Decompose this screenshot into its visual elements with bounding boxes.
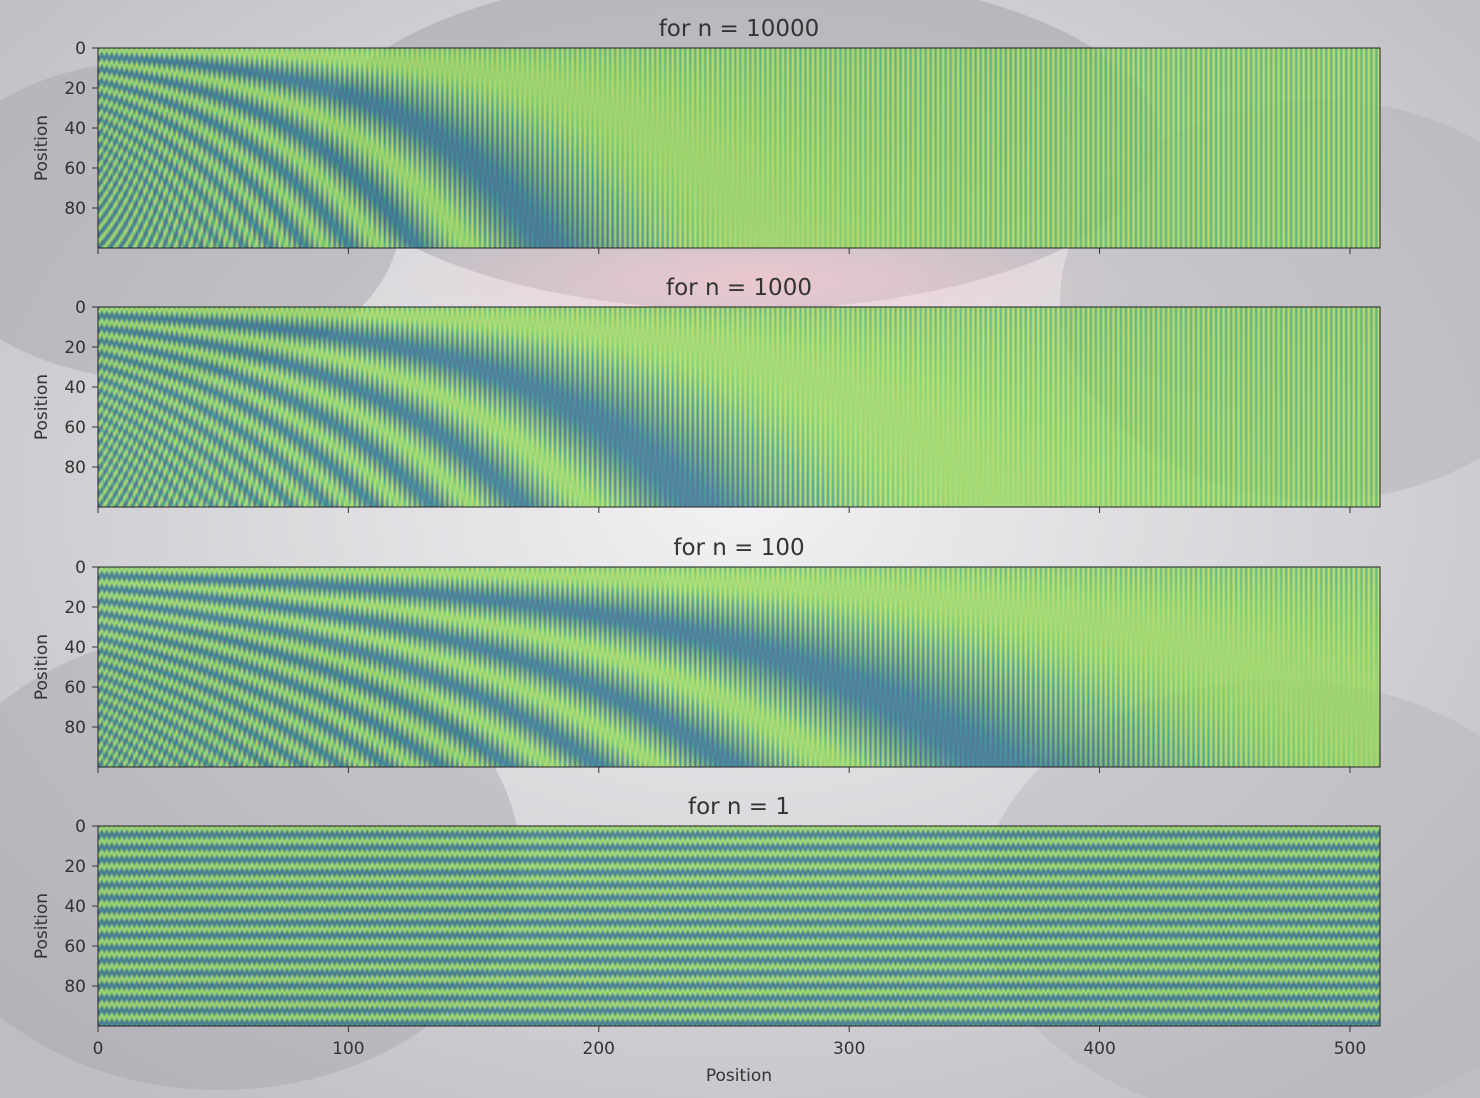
y-tick-label: 40	[64, 638, 86, 658]
subplot-n-10000: for n = 10000 0 20 40 60 80 Position	[32, 16, 1381, 254]
x-tick-label: 500	[1334, 1039, 1366, 1059]
heatmap-image	[98, 826, 1380, 1026]
subplot-n-1000: for n = 1000 0 20 40 60 80 Position	[32, 275, 1381, 513]
x-tick-label: 100	[332, 1039, 364, 1059]
axes-frame	[97, 566, 1381, 768]
y-tick-label: 40	[64, 119, 86, 139]
x-tick-label: 200	[583, 1039, 615, 1059]
subplot-title: for n = 100	[673, 535, 804, 561]
y-tick-label: 20	[64, 338, 86, 358]
axes-frame	[97, 825, 1381, 1027]
y-tick-label: 0	[75, 558, 86, 578]
y-axis-label: Position	[32, 893, 52, 959]
heatmap-image	[98, 307, 1380, 507]
heatmap-image	[98, 567, 1380, 767]
y-tick-label: 60	[64, 678, 86, 698]
y-tick-label: 0	[75, 39, 86, 59]
subplot-n-100: for n = 100 0 20 40 60 80 Position	[32, 535, 1381, 773]
x-tick-label: 0	[93, 1039, 104, 1059]
y-tick-label: 20	[64, 79, 86, 99]
x-axis-label: Position	[706, 1066, 772, 1086]
subplot-title: for n = 10000	[659, 16, 820, 42]
subplot-n-1: for n = 1 0 20 40 60 80 0 100 200 300 400 500 Positi…	[32, 794, 1381, 1086]
y-tick-label: 40	[64, 897, 86, 917]
y-axis-label: Position	[32, 374, 52, 440]
x-tick-label: 300	[833, 1039, 865, 1059]
subplot-title: for n = 1000	[666, 275, 812, 301]
y-tick-label: 0	[75, 298, 86, 318]
y-tick-label: 80	[64, 977, 86, 997]
y-tick-label: 80	[64, 458, 86, 478]
heatmap-image	[98, 48, 1380, 248]
y-tick-label: 0	[75, 817, 86, 837]
y-tick-label: 20	[64, 598, 86, 618]
y-axis-label: Position	[32, 634, 52, 700]
y-tick-label: 80	[64, 718, 86, 738]
y-tick-label: 80	[64, 199, 86, 219]
y-tick-label: 60	[64, 159, 86, 179]
x-tick-label: 400	[1083, 1039, 1115, 1059]
y-axis-label: Position	[32, 115, 52, 181]
y-tick-label: 60	[64, 937, 86, 957]
axes-frame	[97, 306, 1381, 508]
subplot-title: for n = 1	[688, 794, 790, 820]
y-tick-label: 60	[64, 418, 86, 438]
y-tick-label: 20	[64, 857, 86, 877]
axes-frame	[97, 47, 1381, 249]
y-tick-label: 40	[64, 378, 86, 398]
